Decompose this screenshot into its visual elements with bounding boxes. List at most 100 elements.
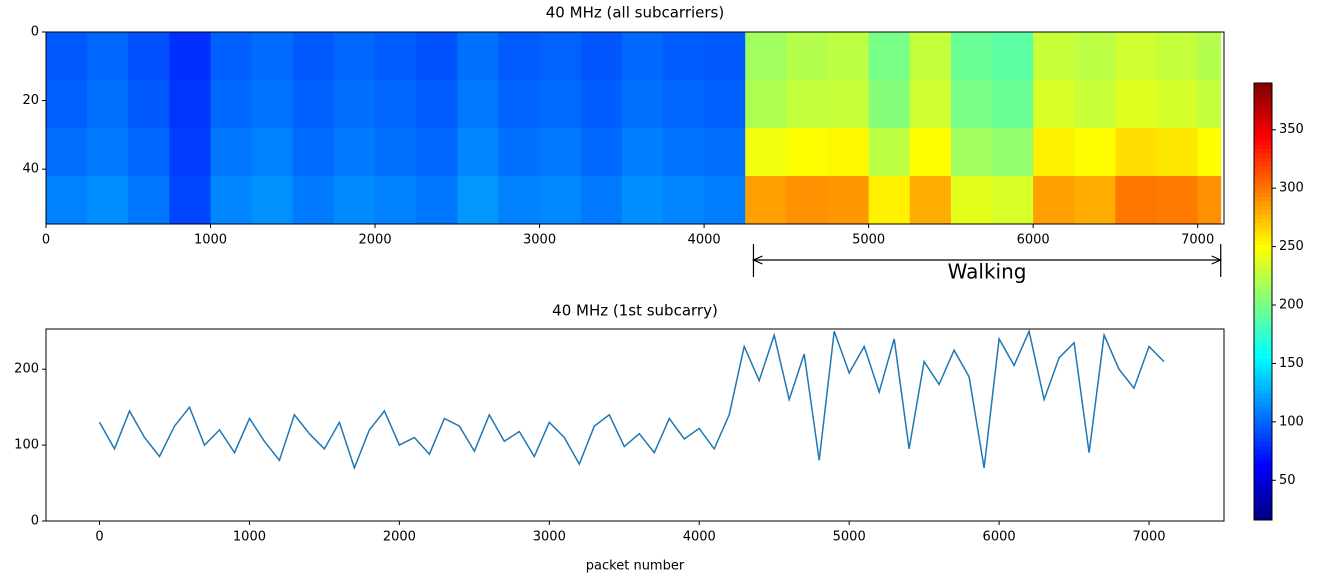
- x-tick-label: 5000: [833, 530, 866, 545]
- colorbar-step: [1254, 126, 1272, 132]
- heatmap-cell: [992, 176, 1034, 225]
- x-tick-label: 2000: [359, 233, 392, 248]
- heatmap-cell: [333, 128, 376, 177]
- heatmap-cell: [46, 128, 88, 177]
- heatmap-cell: [128, 32, 170, 81]
- heatmap-cell: [292, 128, 335, 177]
- y-tick-label: 40: [22, 162, 39, 177]
- heatmap-cell: [128, 176, 170, 225]
- colorbar-step: [1254, 297, 1272, 302]
- colorbar-step: [1254, 485, 1272, 490]
- colorbar-step: [1254, 104, 1272, 110]
- heatmap-cell: [950, 176, 993, 225]
- colorbar-step: [1254, 209, 1272, 215]
- colorbar-step: [1254, 406, 1272, 412]
- y-tick-label: 100: [14, 438, 39, 453]
- x-axis-label: packet number: [586, 559, 685, 574]
- heatmap-cell: [909, 32, 952, 81]
- colorbar-step: [1254, 231, 1272, 237]
- heatmap-cell: [251, 128, 294, 177]
- heatmap-cell: [169, 32, 212, 81]
- colorbar-step: [1254, 515, 1272, 521]
- colorbar-step: [1254, 222, 1272, 228]
- axes-frame: [45, 31, 1225, 225]
- heatmap-cell: [292, 80, 335, 129]
- colorbar-step: [1254, 196, 1272, 202]
- colorbar-step: [1254, 100, 1272, 106]
- heatmap-cell: [46, 176, 88, 225]
- heatmap-cell: [457, 32, 499, 81]
- heatmap-cell: [868, 80, 911, 129]
- colorbar-step: [1254, 489, 1272, 495]
- colorbar-tick-label: 350: [1279, 122, 1304, 137]
- heatmap-cell: [87, 80, 129, 129]
- heatmap-cell: [539, 128, 582, 177]
- colorbar-step: [1254, 113, 1272, 119]
- heatmap-cell: [745, 176, 787, 225]
- heatmap-cell: [909, 128, 952, 177]
- heatmap-cell: [1074, 80, 1116, 129]
- colorbar-step: [1254, 279, 1272, 285]
- colorbar-step: [1254, 423, 1272, 429]
- heatmap-cell: [950, 80, 993, 129]
- heatmap-cell: [1197, 128, 1222, 177]
- heatmap-cell: [539, 176, 582, 225]
- colorbar-step: [1254, 179, 1272, 185]
- heatmap-cell: [662, 128, 705, 177]
- colorbar-step: [1254, 157, 1272, 163]
- colorbar-step: [1254, 214, 1272, 219]
- axes-frame: [45, 328, 1225, 522]
- heatmap-cell: [1033, 176, 1075, 225]
- x-tick-label: 7000: [1132, 530, 1165, 545]
- colorbar-step: [1254, 428, 1272, 434]
- heatmap-cell: [745, 32, 787, 81]
- heatmap-cell: [786, 176, 828, 225]
- heatmap-cell: [416, 80, 458, 129]
- heatmap-cell: [210, 32, 253, 81]
- colorbar-step: [1254, 266, 1272, 272]
- colorbar-step: [1254, 161, 1272, 167]
- heatmap-cell: [46, 32, 88, 81]
- colorbar-step: [1254, 332, 1272, 337]
- heatmap-cell: [251, 32, 294, 81]
- colorbar-step: [1254, 205, 1272, 211]
- colorbar-step: [1254, 292, 1272, 298]
- colorbar-step: [1254, 493, 1272, 499]
- y-tick-label: 0: [31, 25, 39, 40]
- colorbar-step: [1254, 380, 1272, 386]
- chart-title: 40 MHz (1st subcarry): [552, 302, 718, 320]
- colorbar-step: [1254, 275, 1272, 281]
- colorbar-step: [1254, 83, 1272, 88]
- heatmap-cell: [1197, 32, 1222, 81]
- heatmap-cell: [992, 32, 1034, 81]
- colorbar-step: [1254, 96, 1272, 101]
- heatmap-cell: [87, 176, 129, 225]
- annotation-text: Walking: [948, 260, 1027, 284]
- colorbar-step: [1254, 340, 1272, 346]
- heatmap-cell: [868, 128, 911, 177]
- colorbar-step: [1254, 314, 1272, 320]
- heatmap-cell: [375, 80, 417, 129]
- heatmap-cell: [827, 80, 870, 129]
- heatmap-cell: [1115, 80, 1158, 129]
- colorbar-step: [1254, 305, 1272, 311]
- heatmap-cell: [580, 80, 623, 129]
- colorbar-step: [1254, 358, 1272, 364]
- heatmap-cell: [621, 128, 664, 177]
- colorbar-step: [1254, 139, 1272, 145]
- colorbar-step: [1254, 436, 1272, 442]
- heatmap-cell: [375, 32, 417, 81]
- heatmap-cell: [662, 176, 705, 225]
- colorbar-step: [1254, 511, 1272, 517]
- x-tick-label: 3000: [533, 530, 566, 545]
- heatmap-cell: [498, 32, 541, 81]
- heatmap-cell: [662, 80, 705, 129]
- heatmap-cell: [128, 80, 170, 129]
- x-tick-label: 1000: [194, 233, 227, 248]
- x-tick-label: 7000: [1181, 233, 1214, 248]
- colorbar-step: [1254, 288, 1272, 294]
- x-tick-label: 4000: [683, 530, 716, 545]
- heatmap-cell: [786, 80, 828, 129]
- heatmap-cell: [375, 128, 417, 177]
- heatmap-cell: [1033, 80, 1075, 129]
